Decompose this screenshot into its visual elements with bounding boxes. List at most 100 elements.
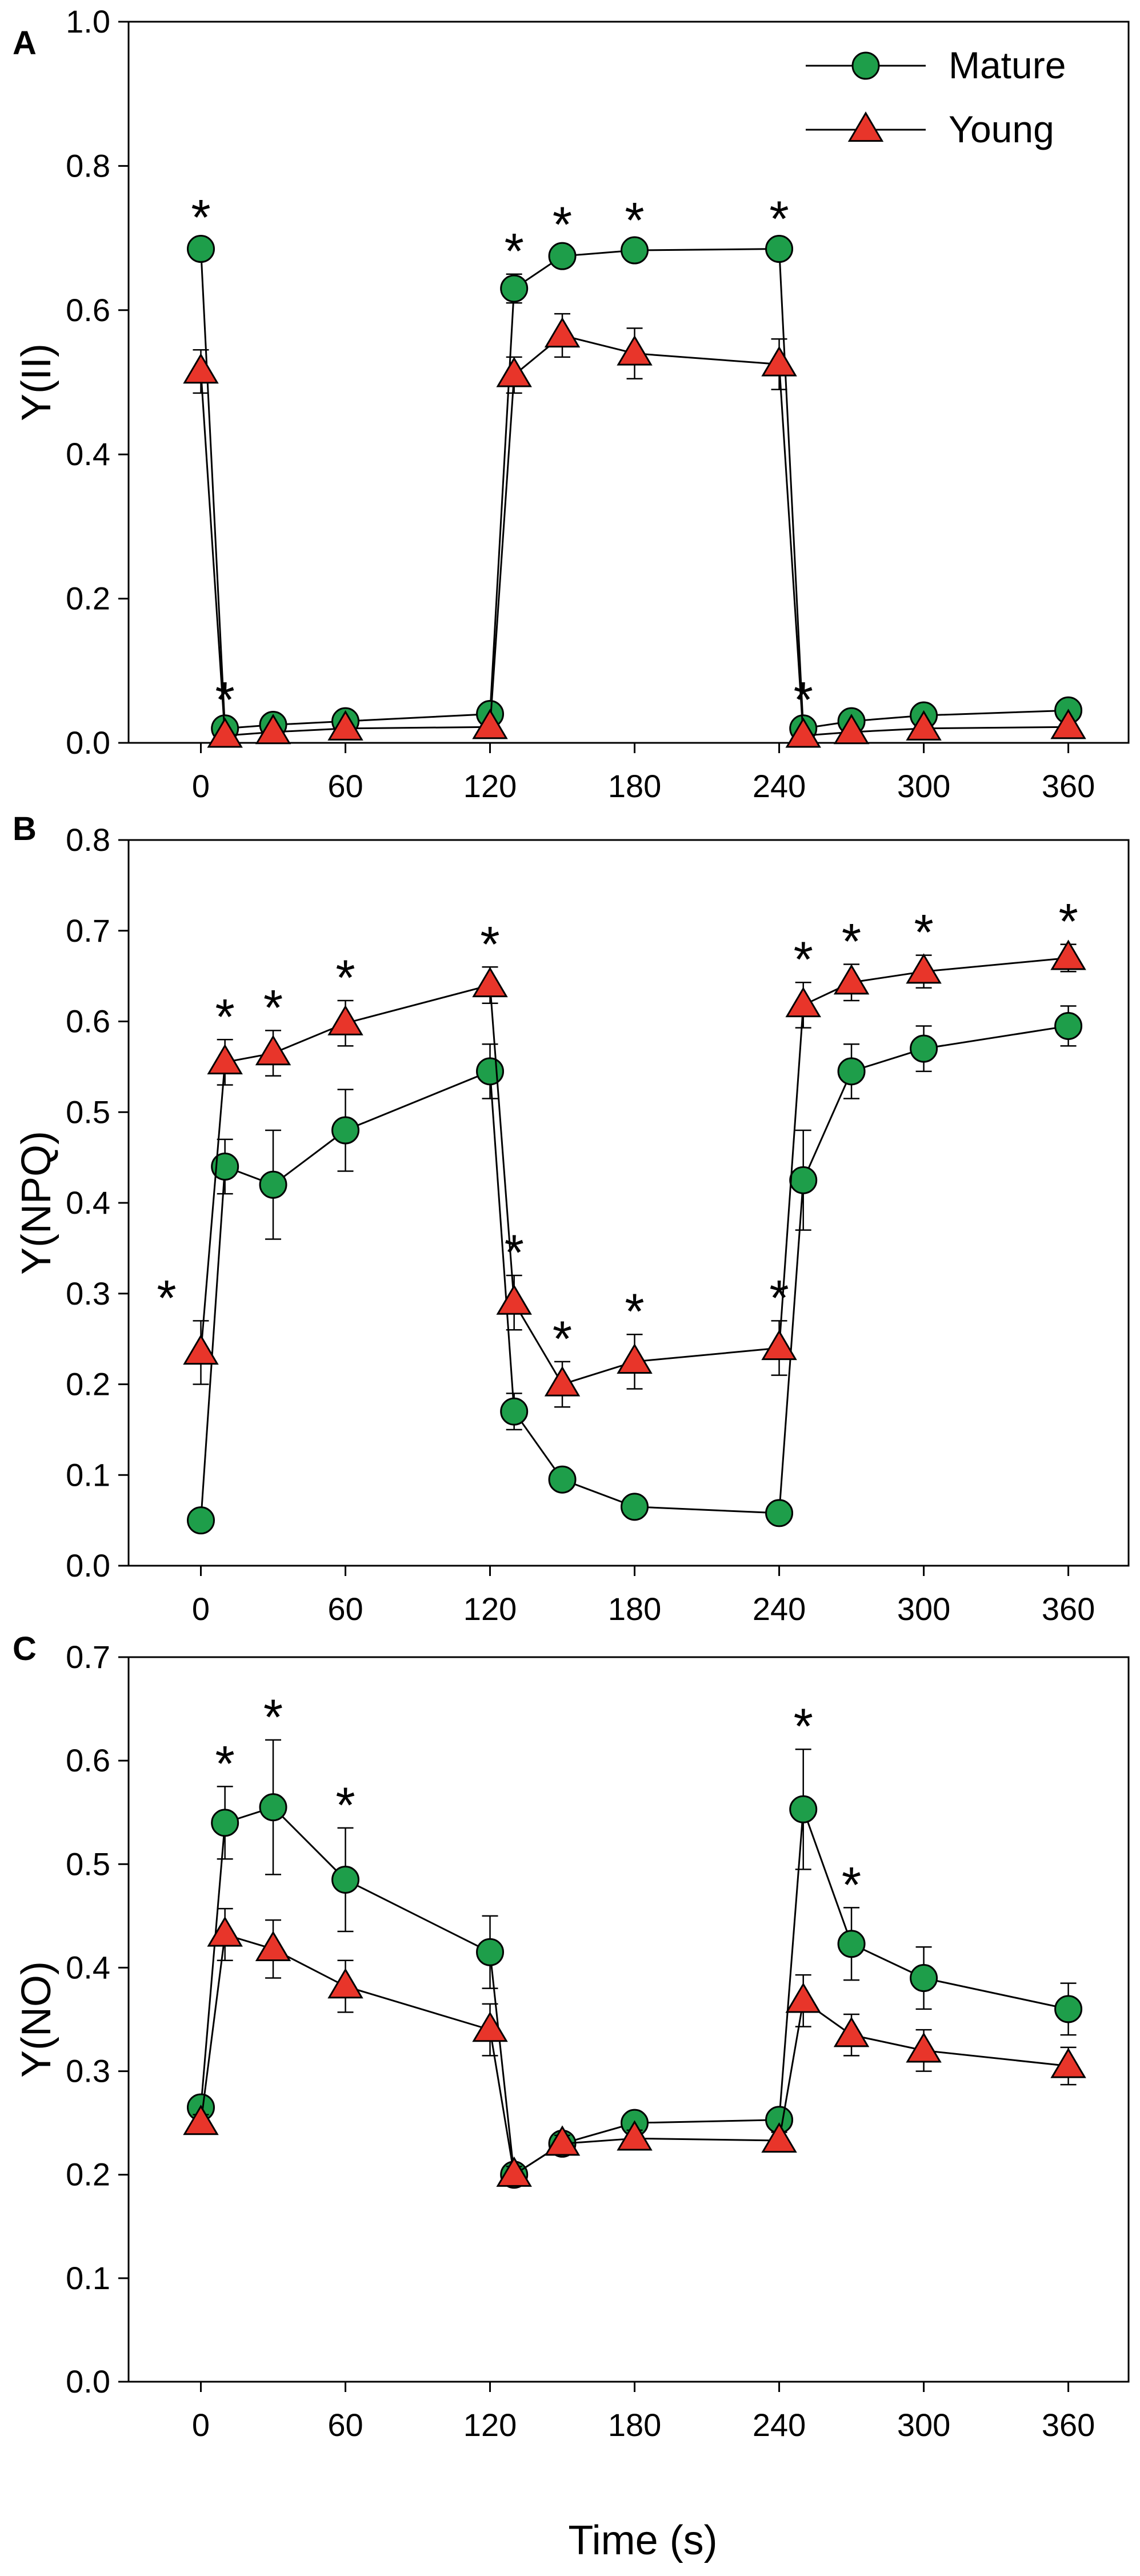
significance-star: *	[842, 1856, 861, 1913]
x-tick-label: 240	[753, 2407, 806, 2443]
y-axis-label: Y(NPQ)	[14, 1131, 59, 1275]
chart-panels: A 0.0 0.2 0.4 0.6 0.8 1.0 0 60 120 180 240 300 360 Y(I…	[13, 3, 1130, 2443]
data-point	[837, 1930, 866, 1958]
data-point	[785, 986, 821, 1018]
data-point	[500, 274, 529, 303]
significance-star: *	[263, 979, 283, 1035]
x-tick-label: 300	[897, 2407, 950, 2443]
legend-marker	[851, 51, 880, 80]
y-tick-label: 1.0	[66, 3, 110, 39]
x-tick-label: 300	[897, 1591, 950, 1627]
panel-b: B 0.0 0.1 0.2 0.3 0.4 0.5 0.6 0.7 0.8 0 60 120 180 240…	[13, 810, 1130, 1627]
data-point	[472, 2011, 508, 2042]
data-point	[187, 1506, 215, 1535]
data-point	[183, 353, 219, 384]
plot-frame	[127, 21, 1130, 744]
significance-star: *	[1058, 893, 1078, 950]
y-tick-label: 0.6	[66, 292, 110, 328]
data-point	[207, 1916, 243, 1947]
data-point	[1054, 1011, 1083, 1040]
x-tick-label: 0	[192, 1591, 210, 1627]
data-point	[1050, 939, 1086, 970]
y-tick-label: 0.0	[66, 1547, 110, 1583]
data-point	[761, 1330, 797, 1361]
data-point	[327, 1968, 363, 1999]
data-point	[906, 953, 942, 984]
data-point	[765, 235, 794, 263]
y-tick-label: 0.7	[66, 1639, 110, 1675]
data-point	[617, 1343, 653, 1374]
x-tick-label: 60	[327, 768, 363, 804]
plot-frame	[127, 1656, 1130, 2383]
data-point	[472, 967, 508, 998]
data-point	[183, 1334, 219, 1365]
data-point	[1050, 709, 1086, 739]
data-point	[833, 964, 870, 995]
panel-c: C 0.0 0.1 0.2 0.3 0.4 0.5 0.6 0.7 0 60 120 180 240 300…	[13, 1630, 1130, 2443]
significance-star: *	[157, 1269, 176, 1326]
significance-star: *	[842, 913, 861, 969]
data-point	[255, 1035, 291, 1066]
data-point	[789, 1795, 818, 1823]
y-tick-label: 0.4	[66, 1185, 110, 1221]
significance-star: *	[625, 1283, 644, 1339]
data-point	[785, 717, 821, 748]
y-tick-label: 0.0	[66, 725, 110, 761]
data-point	[496, 1284, 532, 1315]
data-point	[761, 346, 797, 377]
data-point	[331, 1116, 360, 1145]
data-point	[472, 709, 508, 739]
y-axis-label: Y(NO)	[14, 1961, 59, 2078]
significance-star: *	[625, 191, 644, 248]
data-point	[1050, 2047, 1086, 2078]
x-tick-label: 300	[897, 768, 950, 804]
series-young	[183, 313, 1086, 748]
x-tick-label: 240	[753, 1591, 806, 1627]
x-tick-label: 180	[608, 2407, 661, 2443]
y-tick-label: 0.2	[66, 581, 110, 617]
y-tick-label: 0.2	[66, 2157, 110, 2193]
significance-star: *	[215, 988, 235, 1045]
legend-marker	[847, 111, 884, 142]
significance-star: *	[480, 915, 499, 972]
significance-star: *	[215, 1735, 235, 1791]
data-point	[833, 2017, 870, 2047]
data-point	[548, 1465, 577, 1494]
y-tick-label: 0.1	[66, 1457, 110, 1493]
significance-star: *	[553, 1310, 572, 1367]
significance-star: *	[914, 904, 933, 961]
data-point	[255, 714, 291, 745]
y-tick-label: 0.0	[66, 2363, 110, 2399]
significance-star: *	[263, 1689, 283, 1745]
data-point	[496, 2156, 532, 2187]
x-tick-label: 0	[192, 2407, 210, 2443]
x-tick-label: 180	[608, 1591, 661, 1627]
y-tick-label: 0.4	[66, 1949, 110, 1985]
significance-star: *	[191, 189, 210, 245]
y-tick-label: 0.3	[66, 2053, 110, 2089]
significance-star: *	[505, 1224, 524, 1281]
y-tick-label: 0.5	[66, 1846, 110, 1882]
significance-star: *	[335, 949, 355, 1006]
data-point	[544, 1366, 581, 1397]
data-point	[183, 2105, 219, 2135]
data-point	[621, 1493, 649, 1521]
data-point	[765, 1499, 794, 1527]
significance-star: *	[215, 671, 235, 728]
panel-letter: A	[13, 25, 37, 62]
data-point	[837, 1057, 866, 1086]
data-point	[548, 242, 577, 270]
data-point	[785, 1982, 821, 2013]
data-point	[544, 317, 581, 348]
data-point	[187, 235, 215, 263]
y-tick-label: 0.4	[66, 436, 110, 472]
data-point	[327, 710, 363, 741]
panel-letter: B	[13, 810, 37, 847]
significance-star: *	[505, 223, 524, 279]
x-tick-label: 360	[1042, 1591, 1095, 1627]
y-tick-label: 0.1	[66, 2260, 110, 2296]
x-tick-label: 60	[327, 1591, 363, 1627]
data-point	[621, 236, 649, 265]
data-point	[211, 1153, 239, 1181]
significance-star: *	[769, 1269, 789, 1326]
